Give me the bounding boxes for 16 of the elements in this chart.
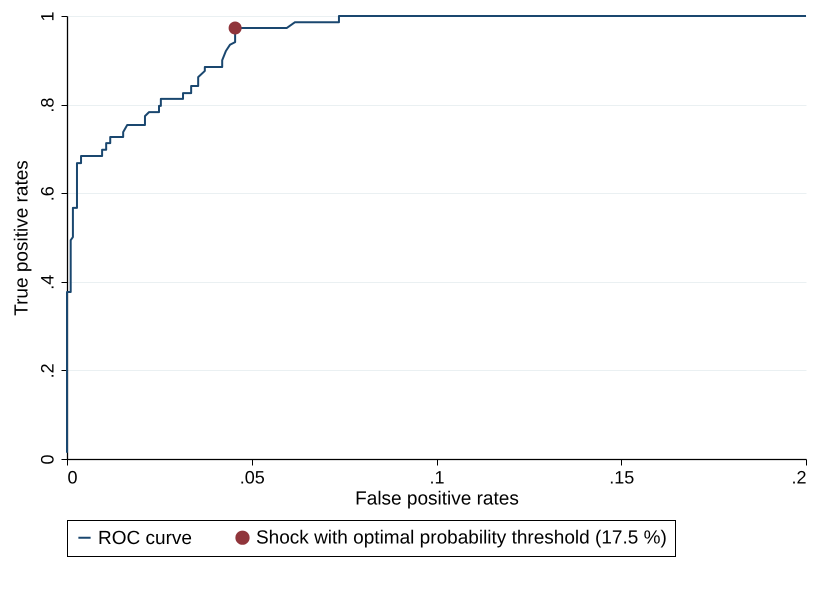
x-tick-label: .1	[429, 468, 445, 488]
y-axis-title: True positive rates	[12, 160, 32, 316]
line-series	[66, 15, 807, 454]
legend-label: Shock with optimal probability threshold (17.5 %)	[256, 528, 667, 549]
y-tick-label: .2	[38, 363, 58, 378]
legend-label: ROC curve	[98, 528, 192, 549]
y-tick-label: 0	[38, 454, 58, 465]
y-tick-label: .8	[38, 98, 58, 113]
y-tick-label: .4	[38, 274, 58, 290]
x-tick-label: .05	[240, 468, 265, 488]
y-tick-label: 1	[38, 11, 58, 22]
y-tick-label: .6	[38, 186, 58, 202]
x-tick-label: .2	[791, 468, 806, 488]
x-tick-label: .15	[609, 468, 634, 488]
x-tick-label: 0	[68, 468, 78, 488]
x-axis-title: False positive rates	[355, 488, 519, 510]
